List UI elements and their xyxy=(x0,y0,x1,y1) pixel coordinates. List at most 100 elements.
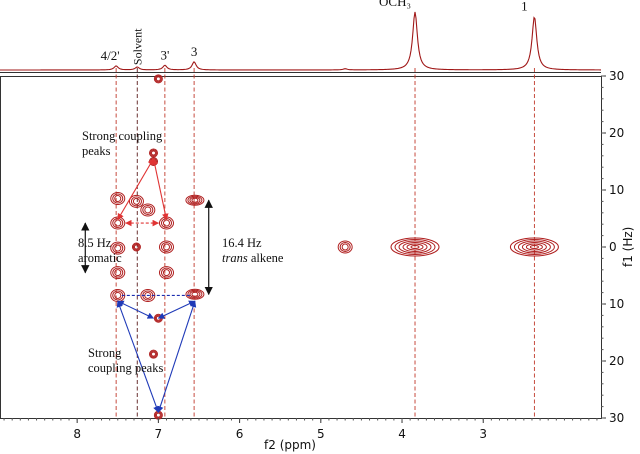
x-tick-label: 5 xyxy=(317,427,325,441)
coupling-arrows xyxy=(81,158,213,413)
y-tick-label: 0 xyxy=(609,240,617,254)
coupling-arrow-red xyxy=(151,158,169,221)
x-tick-label: 6 xyxy=(236,427,244,441)
contour-ring xyxy=(513,239,555,255)
contour-ring xyxy=(148,148,158,158)
contour-ring xyxy=(402,242,428,252)
cross-peak xyxy=(185,194,205,206)
cross-peak xyxy=(390,237,440,257)
contour-ring xyxy=(160,242,172,252)
contour-ring xyxy=(339,242,351,252)
y-tick-label: 20 xyxy=(609,354,624,368)
contour-ring xyxy=(162,243,170,251)
annotation-alkene-j: 16.4 Hz xyxy=(222,236,262,250)
y-tick-label: 30 xyxy=(609,69,624,83)
y-tick-label: 20 xyxy=(609,126,624,140)
contour-ring xyxy=(189,290,201,298)
x-axis: 8 7 6 5 4 3 f2 (ppm) xyxy=(3,418,598,452)
contour-ring xyxy=(133,244,139,250)
annotation-aromatic-j: 8.5 Hz xyxy=(78,236,112,250)
coupling-arrow-blue xyxy=(157,300,197,413)
coupling-arrow-blue xyxy=(157,300,196,319)
contour-ring xyxy=(187,289,203,299)
peak-label: 3' xyxy=(160,47,169,62)
cross-peak-contours xyxy=(110,74,559,420)
peak-guide-lines xyxy=(115,68,535,418)
contour-ring xyxy=(154,75,162,83)
x-axis-label: f2 (ppm) xyxy=(264,438,316,452)
contour-ring xyxy=(153,74,163,84)
annotation-alkene-trans: trans xyxy=(222,251,248,265)
contour-ring xyxy=(525,243,543,251)
annotation-strong-coupling-bottom: Strong xyxy=(88,346,122,360)
cross-peak xyxy=(509,237,559,257)
contour-ring xyxy=(112,243,124,254)
coupling-arrow-blue xyxy=(116,300,160,413)
x-tick-label: 4 xyxy=(398,427,406,441)
cross-peak xyxy=(337,240,353,254)
contour-ring xyxy=(191,291,199,297)
contour-ring xyxy=(114,244,122,252)
contour-ring xyxy=(189,196,201,204)
contour-ring xyxy=(158,240,174,254)
contour-ring xyxy=(149,149,157,157)
peak-label: 4/2' xyxy=(101,48,120,63)
contour-ring xyxy=(517,240,551,254)
cross-peak xyxy=(158,266,174,280)
annotation-alkene-rest: alkene xyxy=(248,251,284,265)
contour-ring xyxy=(162,269,170,277)
contour-ring xyxy=(112,267,124,278)
contour-ring xyxy=(529,245,539,249)
contour-ring xyxy=(132,243,140,251)
peak-label-solvent: Solvent xyxy=(130,28,144,65)
y-axis: 30 20 10 0 10 20 30 f1 (Hz) xyxy=(601,69,635,425)
contour-ring xyxy=(110,241,126,255)
contour-ring xyxy=(185,194,205,206)
contour-ring xyxy=(155,412,161,418)
annotation-alkene-label: trans alkene xyxy=(222,251,284,265)
contour-ring xyxy=(114,195,122,203)
annotation-strong-coupling-bottom: coupling peaks xyxy=(88,361,163,375)
coupling-arrow-red xyxy=(117,158,154,221)
contour-ring xyxy=(521,242,547,252)
contour-ring xyxy=(341,243,349,251)
contour-ring xyxy=(406,243,424,251)
contour-ring xyxy=(150,351,156,357)
contour-ring xyxy=(155,76,161,82)
contour-ring xyxy=(150,150,156,156)
cross-peak xyxy=(153,74,163,84)
projection-trace xyxy=(0,11,601,71)
peak-label: 3 xyxy=(191,44,198,59)
cross-peak xyxy=(110,241,126,255)
contour-ring xyxy=(410,245,420,249)
cross-peak xyxy=(148,349,158,359)
contour-ring xyxy=(509,237,559,257)
contour-ring xyxy=(337,240,353,254)
annotation-strong-coupling-top: peaks xyxy=(82,144,111,158)
annotation-aromatic-label: aromatic xyxy=(78,251,122,265)
peak-label: OCH₃ xyxy=(379,0,411,9)
cross-peak xyxy=(110,192,126,206)
annotation-strong-coupling-top: Strong coupling xyxy=(82,129,163,143)
x-tick-label: 8 xyxy=(73,427,81,441)
y-axis-label: f1 (Hz) xyxy=(621,227,635,267)
cross-peak xyxy=(158,240,174,254)
y-tick-label: 30 xyxy=(609,411,624,425)
cross-peak xyxy=(148,148,158,158)
cross-peak xyxy=(110,266,126,280)
contour-ring xyxy=(160,267,172,278)
contour-ring xyxy=(187,195,203,205)
contour-ring xyxy=(398,240,432,254)
f2-projection xyxy=(0,11,601,71)
y-tick-label: 10 xyxy=(609,297,624,311)
cross-peak xyxy=(131,242,141,252)
peak-label: 1 xyxy=(521,0,528,14)
contour-ring xyxy=(114,291,122,299)
contour-ring xyxy=(394,239,436,255)
x-tick-label: 3 xyxy=(479,427,487,441)
contour-ring xyxy=(110,266,126,280)
contour-ring xyxy=(132,197,140,205)
contour-ring xyxy=(114,219,122,227)
contour-ring xyxy=(185,288,205,300)
